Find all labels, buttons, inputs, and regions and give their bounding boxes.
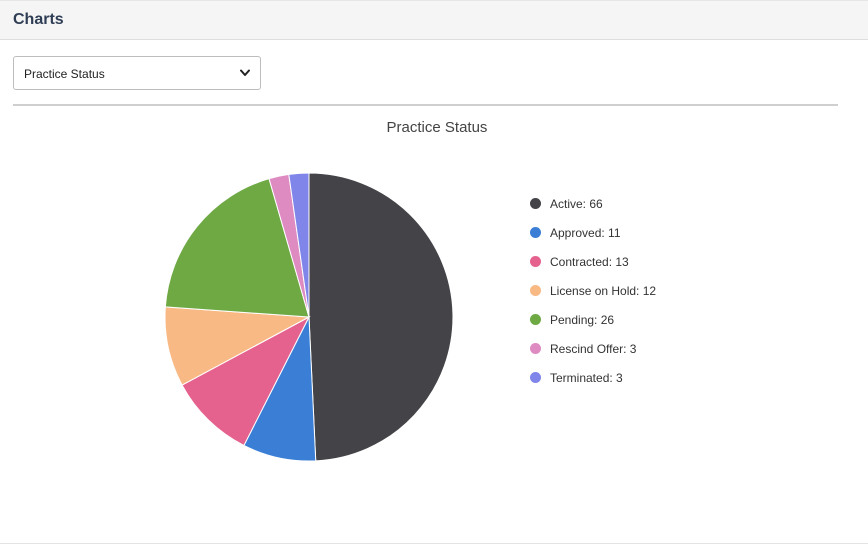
page-title: Charts [13, 11, 64, 28]
legend-label: Approved: 11 [550, 226, 621, 240]
legend-label: Active: 66 [550, 197, 603, 211]
legend-marker [530, 343, 541, 354]
section-divider [13, 104, 838, 106]
chart-type-select[interactable]: Practice Status [13, 56, 261, 90]
pie-slice-contracted[interactable] [181, 315, 311, 447]
legend-marker [530, 256, 541, 267]
legend-label: Contracted: 13 [550, 255, 629, 269]
pie-chart [164, 172, 454, 462]
pie-slice-active[interactable] [308, 172, 454, 462]
legend-label: Rescind Offer: 3 [550, 342, 637, 356]
chevron-down-icon [240, 69, 250, 76]
pie-slice-license-on-hold[interactable] [164, 306, 311, 386]
legend-label: Terminated: 3 [550, 371, 623, 385]
legend-marker [530, 372, 541, 383]
chart-title: Practice Status [386, 119, 488, 136]
page-header: Charts [0, 0, 868, 40]
legend-marker [530, 314, 541, 325]
pie-slice-terminated[interactable] [288, 172, 310, 318]
legend-label: License on Hold: 12 [550, 284, 657, 298]
pie-slice-pending[interactable] [164, 178, 310, 318]
legend-marker [530, 227, 541, 238]
legend-marker [530, 198, 541, 209]
legend-label: Pending: 26 [550, 313, 615, 327]
legend-marker [530, 285, 541, 296]
chart-type-select-value: Practice Status [24, 67, 105, 81]
